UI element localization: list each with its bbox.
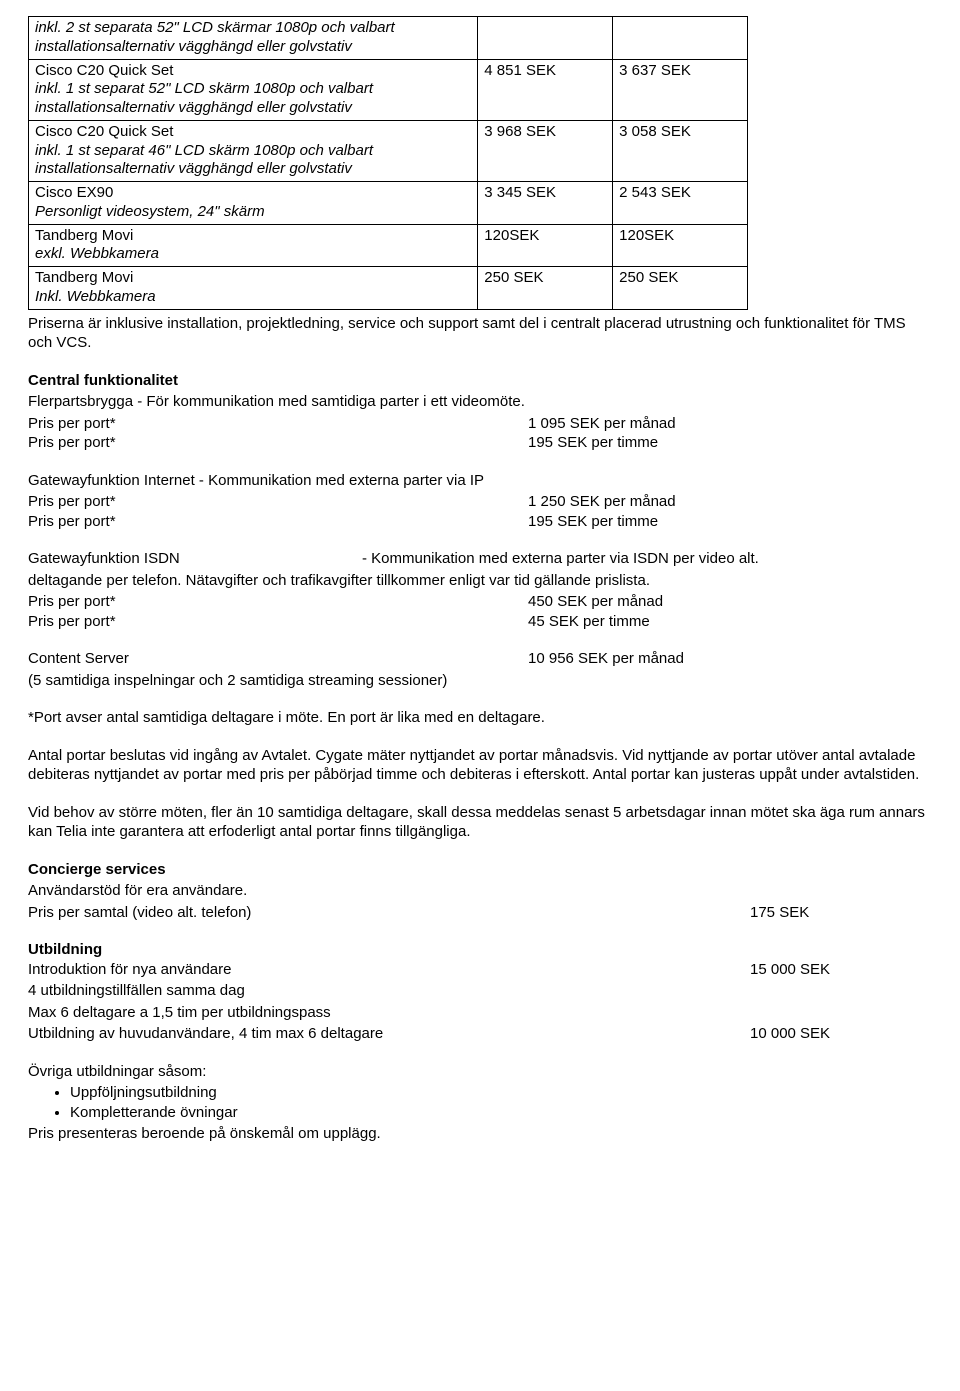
concierge-price-value: 175 SEK (750, 903, 809, 923)
table-cell-product: Tandberg Moviexkl. Webbkamera (29, 224, 478, 267)
product-name: Cisco C20 Quick Set (35, 123, 173, 140)
price-label: Pris per port* (28, 492, 528, 512)
price-value: 1 095 SEK per månad (528, 414, 676, 434)
product-desc: inkl. 1 st separat 46" LCD skärm 1080p o… (35, 142, 373, 178)
table-cell-product: Tandberg Movi Inkl. Webbkamera (29, 267, 478, 310)
price-note: Priserna är inklusive installation, proj… (28, 314, 932, 353)
content-server-label: Content Server (28, 649, 528, 669)
price-line: Pris per port* 195 SEK per timme (28, 433, 932, 453)
concierge-price-label: Pris per samtal (video alt. telefon) (28, 903, 750, 923)
vid-behov-note: Vid behov av större möten, fler än 10 sa… (28, 803, 932, 842)
product-desc: exkl. Webbkamera (35, 245, 159, 262)
price-line: Pris per port* 1 095 SEK per månad (28, 414, 932, 434)
table-cell-product: Cisco C20 Quick Setinkl. 1 st separat 52… (29, 59, 478, 120)
content-server-note: (5 samtidiga inspelningar och 2 samtidig… (28, 671, 932, 691)
table-cell-product: inkl. 2 st separata 52" LCD skärmar 1080… (29, 17, 478, 60)
concierge-price-line: Pris per samtal (video alt. telefon) 175… (28, 903, 932, 923)
ovriga-note: Pris presenteras beroende på önskemål om… (28, 1124, 932, 1144)
product-desc: inkl. 2 st separata 52" LCD skärmar 1080… (35, 19, 395, 55)
product-name: Tandberg Movi (35, 227, 133, 244)
table-cell-price: 120SEK (478, 224, 613, 267)
utbildning-note: 4 utbildningstillfällen samma dag (28, 981, 932, 1001)
utbildning-price: 15 000 SEK (750, 960, 830, 980)
utbildning-note: Max 6 deltagare a 1,5 tim per utbildning… (28, 1003, 932, 1023)
central-heading: Central funktionalitet (28, 371, 932, 391)
utbildning-price: 10 000 SEK (750, 1024, 830, 1044)
table-row: Tandberg Movi Inkl. Webbkamera 250 SEK250 … (29, 267, 748, 310)
table-cell-price: 3 345 SEK (478, 182, 613, 225)
product-name: Cisco C20 Quick Set (35, 62, 173, 79)
price-value: 195 SEK per timme (528, 433, 658, 453)
table-cell-price: 2 543 SEK (613, 182, 748, 225)
table-cell-price: 3 637 SEK (613, 59, 748, 120)
concierge-desc: Användarstöd för era användare. (28, 881, 932, 901)
product-name: Tandberg Movi (35, 269, 133, 286)
product-name: Cisco EX90 (35, 184, 113, 201)
table-cell-price: 250 SEK (478, 267, 613, 310)
price-label: Pris per port* (28, 414, 528, 434)
utbildning-label: Introduktion för nya användare (28, 960, 750, 980)
gateway-isdn-text: - Kommunikation med externa parter via I… (362, 549, 759, 569)
table-cell-product: Cisco C20 Quick Set inkl. 1 st separat 46… (29, 120, 478, 181)
price-line: Pris per port* 45 SEK per timme (28, 612, 932, 632)
table-row: Cisco EX90 Personligt videosystem, 24" sk… (29, 182, 748, 225)
price-value: 1 250 SEK per månad (528, 492, 676, 512)
table-cell-price (613, 17, 748, 60)
table-cell-price: 3 968 SEK (478, 120, 613, 181)
table-cell-price: 3 058 SEK (613, 120, 748, 181)
list-item: Uppföljningsutbildning (70, 1083, 932, 1103)
table-cell-price: 4 851 SEK (478, 59, 613, 120)
utbildning-price-line: Introduktion för nya användare 15 000 SE… (28, 960, 932, 980)
antal-portar-note: Antal portar beslutas vid ingång av Avta… (28, 746, 932, 785)
list-item: Kompletterande övningar (70, 1103, 932, 1123)
gateway-isdn-label: Gatewayfunktion ISDN (28, 549, 288, 569)
price-label: Pris per port* (28, 433, 528, 453)
table-cell-price: 120SEK (613, 224, 748, 267)
table-cell-price (478, 17, 613, 60)
product-desc: inkl. 1 st separat 52" LCD skärm 1080p o… (35, 80, 373, 116)
product-desc: Inkl. Webbkamera (35, 288, 156, 305)
utbildning-label: Utbildning av huvudanvändare, 4 tim max … (28, 1024, 750, 1044)
pricing-table: inkl. 2 st separata 52" LCD skärmar 1080… (28, 16, 748, 310)
price-line: Pris per port* 195 SEK per timme (28, 512, 932, 532)
utbildning-heading: Utbildning (28, 940, 932, 960)
content-server-price: 10 956 SEK per månad (528, 649, 684, 669)
price-label: Pris per port* (28, 592, 528, 612)
price-value: 450 SEK per månad (528, 592, 663, 612)
price-label: Pris per port* (28, 612, 528, 632)
price-line: Pris per port* 1 250 SEK per månad (28, 492, 932, 512)
content-server-line: Content Server 10 956 SEK per månad (28, 649, 932, 669)
table-row: Cisco C20 Quick Set inkl. 1 st separat 46… (29, 120, 748, 181)
price-value: 45 SEK per timme (528, 612, 650, 632)
price-line: Pris per port* 450 SEK per månad (28, 592, 932, 612)
ovriga-bullets: Uppföljningsutbildning Kompletterande öv… (28, 1083, 932, 1122)
price-value: 195 SEK per timme (528, 512, 658, 532)
table-cell-price: 250 SEK (613, 267, 748, 310)
table-row: inkl. 2 st separata 52" LCD skärmar 1080… (29, 17, 748, 60)
table-row: Tandberg Moviexkl. Webbkamera120SEK120SE… (29, 224, 748, 267)
price-label: Pris per port* (28, 512, 528, 532)
table-cell-product: Cisco EX90 Personligt videosystem, 24" sk… (29, 182, 478, 225)
port-footnote: *Port avser antal samtidiga deltagare i … (28, 708, 932, 728)
gateway-isdn-note: deltagande per telefon. Nätavgifter och … (28, 571, 932, 591)
concierge-heading: Concierge services (28, 860, 932, 880)
table-row: Cisco C20 Quick Setinkl. 1 st separat 52… (29, 59, 748, 120)
gateway-isdn-line: Gatewayfunktion ISDN - Kommunikation med… (28, 549, 932, 569)
flerparts-desc: Flerpartsbrygga - För kommunikation med … (28, 392, 932, 412)
utbildning-price-line: Utbildning av huvudanvändare, 4 tim max … (28, 1024, 932, 1044)
product-desc: Personligt videosystem, 24" skärm (35, 203, 265, 220)
ovriga-heading: Övriga utbildningar såsom: (28, 1062, 932, 1082)
gateway-ip-desc: Gatewayfunktion Internet - Kommunikation… (28, 471, 932, 491)
